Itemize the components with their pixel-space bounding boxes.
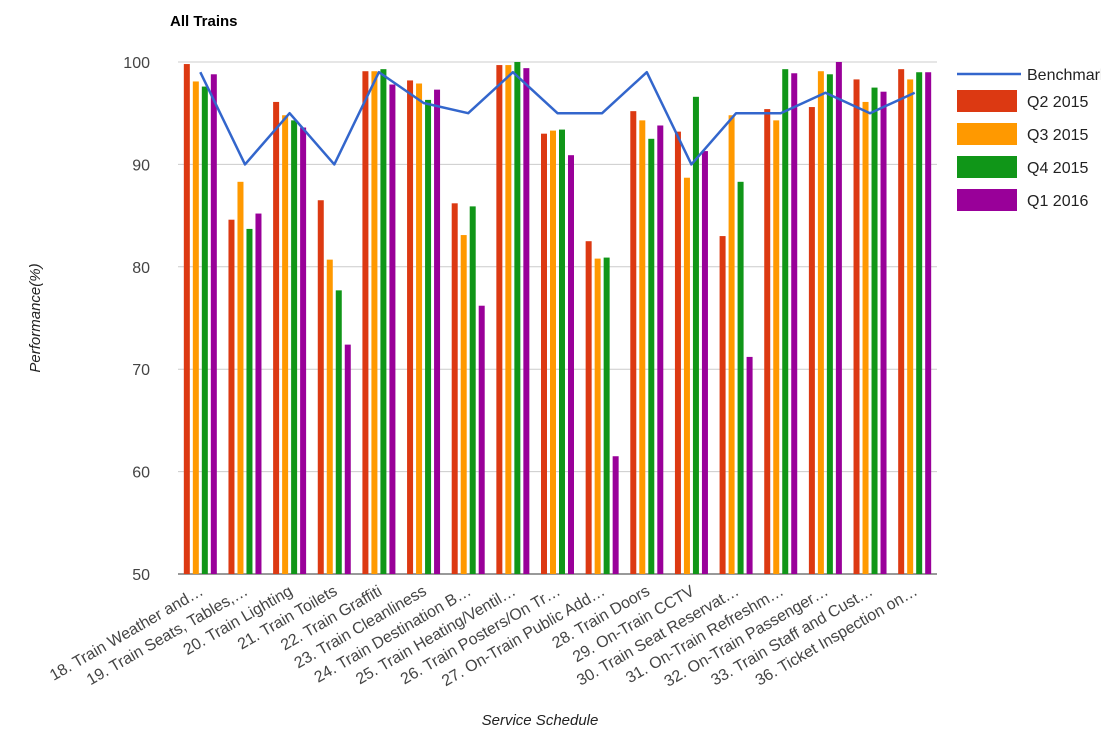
bar: [246, 228, 253, 575]
bar: [425, 99, 432, 574]
legend-swatch: [957, 90, 1017, 112]
bar: [916, 72, 923, 575]
bar: [300, 127, 307, 574]
bar: [514, 62, 521, 574]
legend-label: Q4 2015: [1027, 160, 1088, 177]
bar: [826, 74, 833, 575]
bar: [282, 115, 289, 575]
bar: [674, 131, 681, 574]
bar: [460, 235, 467, 574]
bar: [764, 109, 771, 574]
bar: [746, 356, 753, 574]
bar: [469, 206, 476, 574]
bar: [237, 181, 244, 575]
bar: [719, 236, 726, 574]
bar: [201, 86, 208, 575]
x-axis-title: Service Schedule: [482, 712, 599, 729]
bar: [701, 151, 708, 574]
bar: [317, 200, 324, 575]
bar: [791, 73, 798, 574]
legend-label: Benchmark: [1027, 67, 1101, 84]
bar: [692, 96, 699, 574]
bar: [871, 87, 878, 574]
bar: [389, 84, 396, 574]
bar: [808, 107, 815, 574]
bar: [835, 62, 842, 574]
bar: [416, 83, 423, 574]
legend-label: Q2 2015: [1027, 94, 1088, 111]
bar: [496, 65, 503, 575]
bar: [541, 133, 547, 574]
bar: [630, 111, 637, 574]
benchmark-line-layer: [199, 70, 916, 166]
bar: [407, 80, 414, 574]
bar: [559, 129, 565, 575]
bar: [737, 181, 744, 575]
legend-swatch: [957, 156, 1017, 178]
bar: [612, 456, 619, 574]
legend-label: Q1 2016: [1027, 193, 1088, 210]
bar: [773, 120, 780, 575]
bar: [371, 71, 378, 574]
bar: [326, 259, 333, 574]
y-axis-ticks: 50 60 70 80 90 100: [123, 55, 150, 584]
bar: [550, 130, 556, 574]
bars: [183, 62, 932, 575]
bar: [639, 120, 646, 575]
bar: [603, 257, 610, 574]
y-tick-label: 70: [132, 362, 150, 379]
bar: [898, 69, 905, 574]
legend-swatch: [957, 123, 1017, 145]
bar: [880, 91, 887, 575]
bar: [505, 65, 512, 575]
bar: [568, 155, 574, 574]
y-tick-label: 50: [132, 567, 150, 584]
bar: [362, 71, 369, 574]
legend-swatch: [957, 189, 1017, 211]
bar: [594, 258, 601, 574]
bar: [344, 344, 351, 574]
y-tick-label: 80: [132, 260, 150, 277]
bar: [925, 72, 932, 575]
bar: [728, 115, 735, 575]
bar: [907, 79, 914, 575]
y-tick-label: 60: [132, 465, 150, 482]
bar: [451, 203, 458, 574]
bar: [782, 69, 789, 574]
benchmark-line: [199, 70, 916, 166]
bar: [210, 74, 217, 575]
bar: [273, 101, 280, 574]
bar: [228, 219, 235, 575]
bar: [380, 69, 387, 574]
bar: [853, 79, 860, 575]
x-axis-ticks: 18. Train Weather and…19. Train Seats, T…: [47, 583, 921, 691]
bar: [192, 81, 199, 575]
legend: Benchmark Q2 2015 Q3 2015 Q4 2015 Q1 2016: [957, 67, 1101, 211]
bar: [434, 89, 441, 574]
bar: [335, 290, 342, 574]
bar: [657, 125, 664, 574]
y-tick-label: 100: [123, 55, 150, 72]
bar: [585, 241, 592, 574]
bar: [862, 101, 869, 574]
bar: [255, 213, 262, 574]
bar: [291, 120, 298, 575]
bar: [478, 305, 485, 574]
bar: [523, 68, 530, 575]
y-tick-label: 90: [132, 157, 150, 174]
bar: [648, 138, 655, 575]
bar: [683, 177, 690, 574]
bar: [183, 64, 190, 574]
y-axis-title: Performance(%): [27, 263, 44, 372]
legend-label: Q3 2015: [1027, 127, 1088, 144]
bar: [817, 71, 824, 574]
chart-title: All Trains: [170, 13, 238, 30]
